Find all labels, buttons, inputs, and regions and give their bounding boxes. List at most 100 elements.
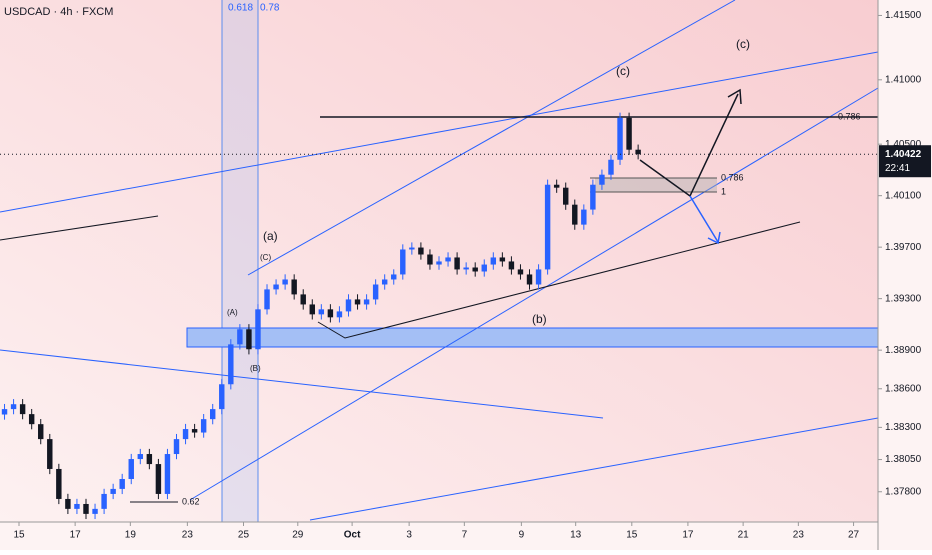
candle-body bbox=[255, 309, 261, 350]
candle-body bbox=[345, 299, 352, 312]
candle-body bbox=[146, 454, 153, 465]
candle-body bbox=[463, 267, 469, 270]
candle-body bbox=[47, 439, 53, 469]
y-tick-label: 1.41000 bbox=[885, 74, 922, 85]
annotation: 0.62 bbox=[182, 496, 200, 506]
candle-body bbox=[599, 174, 605, 185]
candle-body bbox=[273, 284, 279, 290]
arrow-head bbox=[707, 231, 721, 245]
annotation: (c) bbox=[616, 64, 630, 78]
support-zone bbox=[186, 327, 879, 348]
candle-body bbox=[526, 274, 533, 285]
y-tick-label: 1.39700 bbox=[885, 242, 922, 253]
fib-time-zone bbox=[222, 0, 258, 522]
y-tick-label: 1.38300 bbox=[885, 422, 922, 433]
trend-line bbox=[317, 221, 801, 339]
annotation: 1 bbox=[721, 186, 726, 196]
candle-body bbox=[626, 117, 632, 150]
candle-body bbox=[354, 299, 361, 305]
candle-body bbox=[517, 269, 524, 275]
trend-line bbox=[309, 417, 879, 521]
candle-body bbox=[409, 247, 415, 250]
candle-body bbox=[309, 304, 315, 315]
candle-body bbox=[219, 384, 225, 410]
candle-body bbox=[400, 249, 406, 275]
candle-body bbox=[291, 279, 297, 295]
channel-line bbox=[189, 87, 879, 501]
y-tick-label: 1.41500 bbox=[885, 10, 922, 21]
candle-body bbox=[572, 204, 578, 225]
last-price-label: 1.40422 bbox=[885, 149, 922, 160]
trend-line bbox=[0, 215, 159, 241]
candle-body bbox=[454, 257, 460, 270]
candle-body bbox=[391, 274, 397, 280]
y-tick-label: 1.38900 bbox=[885, 345, 922, 356]
candle-body bbox=[10, 404, 17, 410]
x-tick-label: 3 bbox=[406, 530, 412, 541]
x-tick-label: 7 bbox=[462, 530, 468, 541]
candle-body bbox=[65, 498, 71, 509]
annotation: (B) bbox=[250, 364, 261, 373]
candle-body bbox=[617, 117, 623, 160]
candle-body bbox=[445, 257, 451, 262]
annotation: 0.78 bbox=[260, 3, 280, 14]
time-axis-background bbox=[0, 522, 878, 550]
candle-body bbox=[119, 479, 125, 489]
candle-body bbox=[490, 257, 497, 265]
annotation: 0.618 bbox=[228, 3, 253, 14]
candle-body bbox=[164, 454, 171, 494]
countdown-label: 22:41 bbox=[885, 163, 910, 174]
candle-body bbox=[508, 261, 515, 270]
candle-body bbox=[427, 254, 433, 265]
candle-body bbox=[282, 279, 288, 285]
x-tick-label: 23 bbox=[182, 530, 194, 541]
y-tick-label: 1.39300 bbox=[885, 293, 922, 304]
candle-body bbox=[19, 404, 26, 415]
candle-body bbox=[418, 247, 424, 255]
candle-body bbox=[381, 279, 388, 285]
candle-body bbox=[336, 311, 343, 318]
candle-body bbox=[237, 329, 243, 345]
candle-body bbox=[436, 261, 442, 265]
candle-body bbox=[581, 209, 587, 225]
candle-body bbox=[228, 344, 234, 385]
channel-line bbox=[0, 51, 879, 213]
candle-body bbox=[481, 264, 487, 272]
projection-arrow bbox=[689, 195, 719, 243]
annotation: 0.786 bbox=[838, 111, 861, 121]
x-tick-label: 29 bbox=[292, 530, 304, 541]
x-tick-label: 17 bbox=[682, 530, 694, 541]
candle-body bbox=[535, 269, 542, 285]
x-tick-label: 27 bbox=[848, 530, 860, 541]
drawings bbox=[0, 0, 879, 522]
candle-body bbox=[74, 503, 80, 509]
channel-line bbox=[247, 0, 736, 276]
annotation: (a) bbox=[263, 229, 278, 243]
candle-body bbox=[246, 329, 252, 350]
candle-body bbox=[264, 289, 270, 310]
last-price-badge bbox=[879, 145, 931, 178]
candle-body bbox=[38, 424, 44, 440]
candle-body bbox=[372, 284, 379, 300]
candle-body bbox=[300, 294, 306, 305]
candle-body bbox=[137, 454, 144, 460]
x-tick-label: 13 bbox=[570, 530, 582, 541]
chart-title: USDCAD · 4h · FXCM bbox=[4, 6, 113, 18]
x-tick-label: 15 bbox=[626, 530, 638, 541]
candle-body bbox=[635, 149, 641, 155]
arrow-head bbox=[727, 88, 742, 105]
x-tick-label: 23 bbox=[793, 530, 805, 541]
annotation: (A) bbox=[227, 308, 238, 317]
y-tick-label: 1.40500 bbox=[885, 139, 922, 150]
candle-body bbox=[327, 309, 334, 318]
y-tick-label: 1.38050 bbox=[885, 454, 922, 465]
annotation: (b) bbox=[532, 312, 547, 326]
candle-body bbox=[110, 488, 116, 494]
candle-body bbox=[92, 508, 98, 514]
candle-body bbox=[191, 429, 198, 433]
annotation: (c) bbox=[736, 37, 750, 51]
trend-line bbox=[0, 349, 604, 419]
price-axis-background bbox=[878, 0, 932, 550]
candle-body bbox=[56, 468, 62, 499]
x-tick-label: Oct bbox=[344, 530, 361, 541]
